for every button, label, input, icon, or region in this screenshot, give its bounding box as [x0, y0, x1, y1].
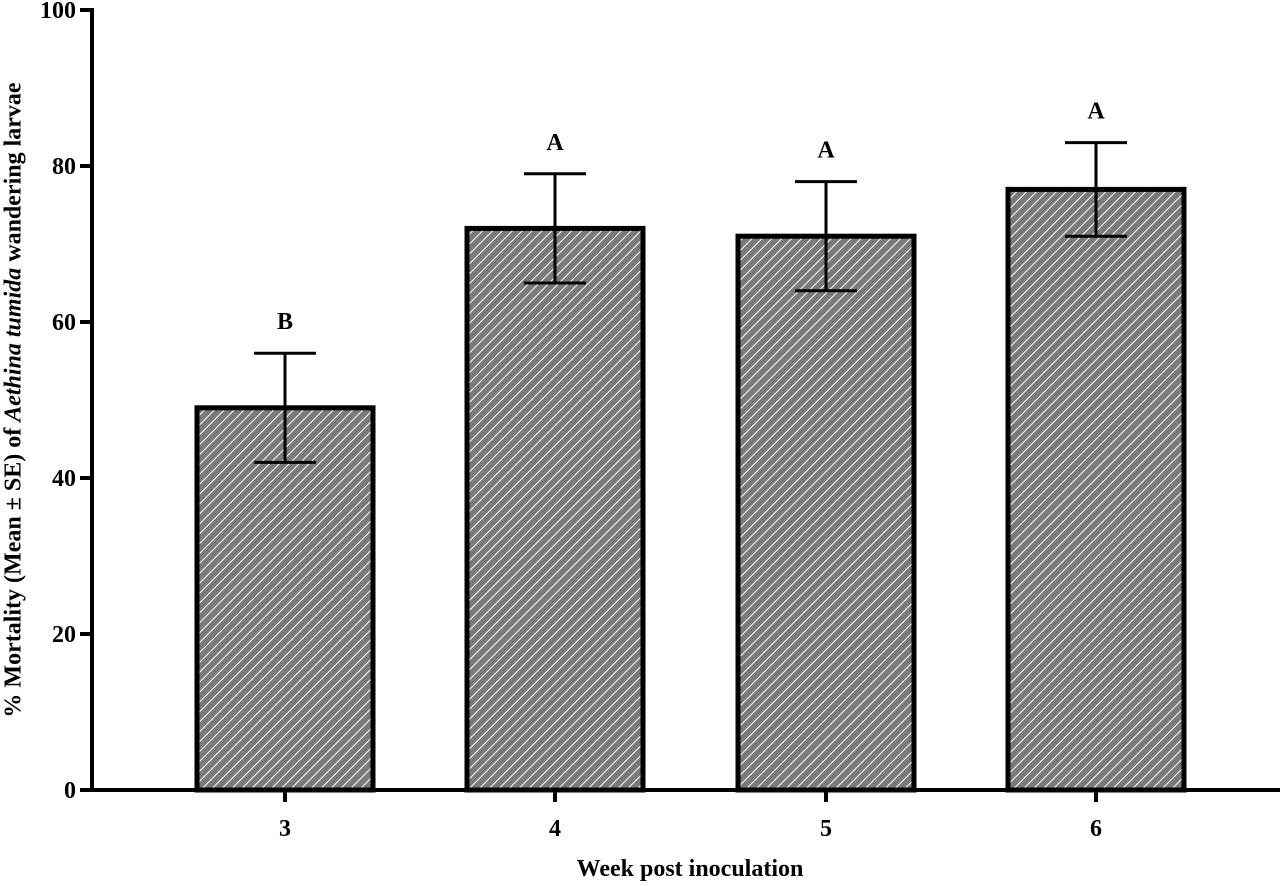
significance-letter: A [1087, 99, 1105, 125]
significance-letter: B [277, 309, 293, 335]
significance-letter: A [817, 138, 835, 164]
x-tick-label: 4 [549, 816, 561, 842]
bar [735, 233, 917, 793]
y-tick-label: 80 [52, 154, 76, 180]
bar-week-6: A [1005, 99, 1187, 793]
bars-group: B A A A [194, 99, 1187, 793]
bar-week-4: A [464, 130, 646, 793]
bar-week-5: A [735, 138, 917, 793]
x-tick-label: 6 [1090, 816, 1102, 842]
y-axis-label: % Mortality (Mean ± SE) of Aethina tumid… [0, 82, 27, 718]
bar [1005, 186, 1187, 793]
bar [194, 405, 376, 793]
x-axis-label: Week post inoculation [576, 856, 804, 882]
bar-week-3: B [194, 309, 376, 793]
y-tick-label: 60 [52, 310, 76, 336]
y-tick-label: 100 [40, 0, 76, 24]
y-tick-label: 0 [64, 778, 76, 804]
significance-letter: A [546, 130, 564, 156]
y-tick-label: 40 [52, 466, 76, 492]
x-tick-label: 3 [279, 816, 291, 842]
y-tick-label: 20 [52, 622, 76, 648]
x-tick-label: 5 [820, 816, 832, 842]
bar [464, 225, 646, 793]
